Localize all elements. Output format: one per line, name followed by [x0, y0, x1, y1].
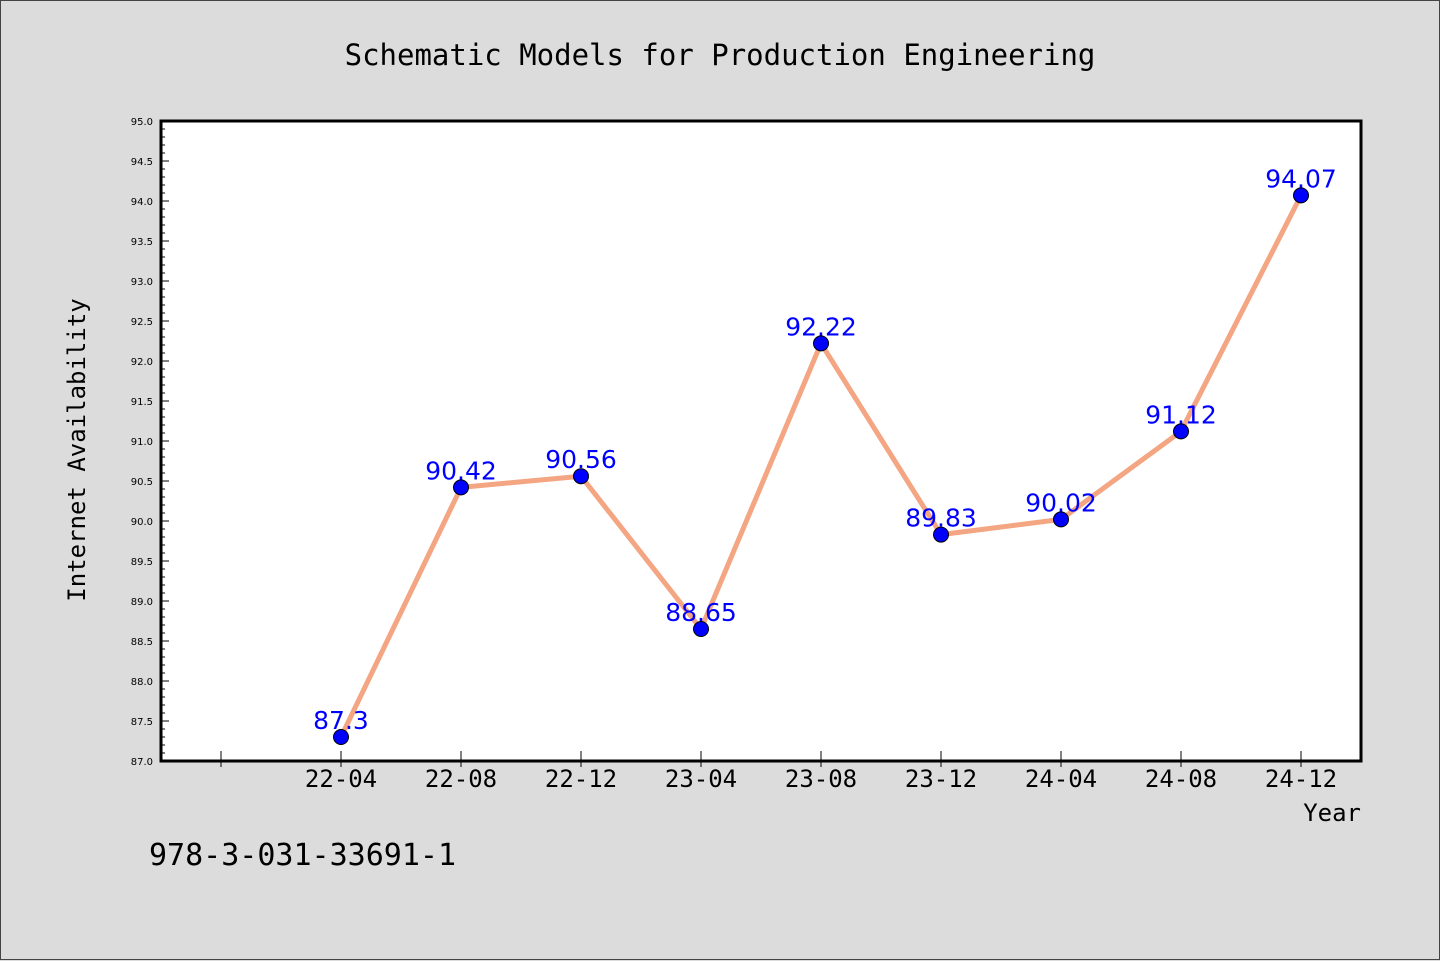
x-tick-label: 22-04 [305, 765, 377, 793]
data-point [1293, 187, 1309, 204]
data-point [1053, 511, 1069, 528]
isbn-text: 978-3-031-33691-1 [149, 838, 456, 873]
x-tick-label: 24-12 [1265, 765, 1337, 793]
data-label: 89.83 [905, 504, 977, 533]
y-tick-label: 92.0 [131, 357, 153, 368]
data-label: 92.22 [785, 312, 857, 341]
data-label: 88.65 [665, 598, 737, 627]
y-tick-label: 87.0 [131, 757, 153, 768]
y-tick-label: 90.5 [131, 477, 153, 488]
y-tick-label: 88.0 [131, 677, 153, 688]
y-tick-label: 87.5 [131, 717, 153, 728]
y-tick-label: 90.0 [131, 517, 153, 528]
data-point [333, 729, 349, 745]
data-label: 90.02 [1025, 488, 1097, 517]
series-layer: 87.3 90.42 90.56 88.65 92.22 89.83 90.02 91.12 9… [313, 164, 1337, 745]
y-tick-label: 89.5 [131, 557, 153, 568]
data-point [693, 621, 709, 637]
chart-title: Schematic Models for Production Engineer… [345, 38, 1096, 72]
x-tick-label: 24-04 [1025, 765, 1097, 793]
x-tick-label: 23-12 [905, 765, 977, 793]
y-tick-label: 91.5 [131, 397, 153, 408]
data-point [453, 479, 469, 496]
x-tick-label: 22-08 [425, 765, 497, 793]
data-point [1173, 423, 1189, 440]
y-tick-label: 91.0 [131, 437, 153, 448]
x-axis: 22-04 22-08 22-12 23-04 23-08 23-12 24-04 24-08… [220, 751, 1337, 793]
y-tick-label: 92.5 [131, 317, 153, 328]
x-tick-label: 23-04 [665, 765, 737, 793]
data-point [813, 335, 829, 352]
data-point [933, 526, 949, 543]
y-tick-label: 95.0 [131, 117, 153, 128]
x-axis-label: Year [1303, 799, 1361, 827]
x-tick-label: 24-08 [1145, 765, 1217, 793]
y-tick-label: 94.5 [131, 157, 153, 168]
y-tick-label: 89.0 [131, 597, 153, 608]
y-tick-label: 93.5 [131, 237, 153, 248]
data-label: 90.56 [545, 445, 617, 474]
y-tick-label: 88.5 [131, 637, 153, 648]
plot-border [159, 119, 1363, 763]
y-tick-label: 93.0 [131, 277, 153, 288]
y-tick-label: 94.0 [131, 197, 153, 208]
x-tick-label: 22-12 [545, 765, 617, 793]
data-label: 91.12 [1145, 400, 1217, 429]
data-point [573, 468, 589, 485]
y-axis-label: Internet Availability [63, 298, 91, 601]
plot-area [161, 121, 1361, 761]
data-label: 87.3 [313, 706, 369, 735]
x-tick-label: 23-08 [785, 765, 857, 793]
data-label: 94.07 [1265, 164, 1337, 193]
data-label: 90.42 [425, 456, 497, 485]
